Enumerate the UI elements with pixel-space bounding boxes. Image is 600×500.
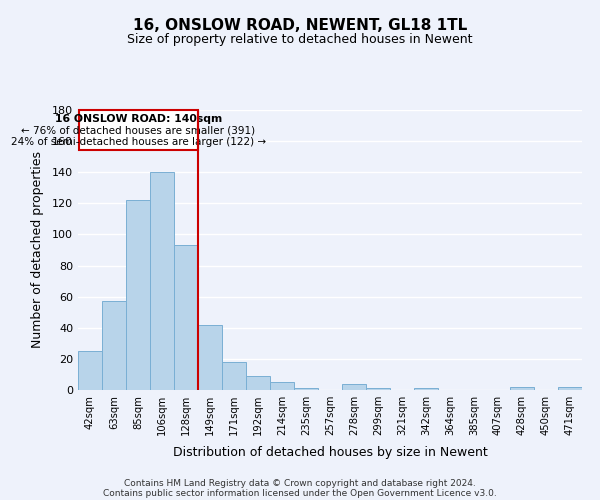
FancyBboxPatch shape <box>79 110 197 150</box>
Text: 24% of semi-detached houses are larger (122) →: 24% of semi-detached houses are larger (… <box>11 137 266 147</box>
Text: ← 76% of detached houses are smaller (391): ← 76% of detached houses are smaller (39… <box>21 125 256 135</box>
Bar <box>270 382 294 390</box>
Bar <box>294 388 318 390</box>
Bar <box>222 362 246 390</box>
Text: 16 ONSLOW ROAD: 140sqm: 16 ONSLOW ROAD: 140sqm <box>55 114 222 124</box>
Text: 16, ONSLOW ROAD, NEWENT, GL18 1TL: 16, ONSLOW ROAD, NEWENT, GL18 1TL <box>133 18 467 32</box>
Bar <box>414 388 438 390</box>
X-axis label: Distribution of detached houses by size in Newent: Distribution of detached houses by size … <box>173 446 487 460</box>
Text: Contains public sector information licensed under the Open Government Licence v3: Contains public sector information licen… <box>103 488 497 498</box>
Bar <box>198 324 222 390</box>
Bar <box>78 351 102 390</box>
Bar <box>246 376 270 390</box>
Text: Contains HM Land Registry data © Crown copyright and database right 2024.: Contains HM Land Registry data © Crown c… <box>124 478 476 488</box>
Bar <box>510 387 534 390</box>
Bar <box>342 384 366 390</box>
Text: Size of property relative to detached houses in Newent: Size of property relative to detached ho… <box>127 32 473 46</box>
Bar <box>150 172 174 390</box>
Bar <box>126 200 150 390</box>
Bar <box>558 387 582 390</box>
Bar <box>366 388 390 390</box>
Bar <box>102 302 126 390</box>
Y-axis label: Number of detached properties: Number of detached properties <box>31 152 44 348</box>
Bar <box>174 246 198 390</box>
